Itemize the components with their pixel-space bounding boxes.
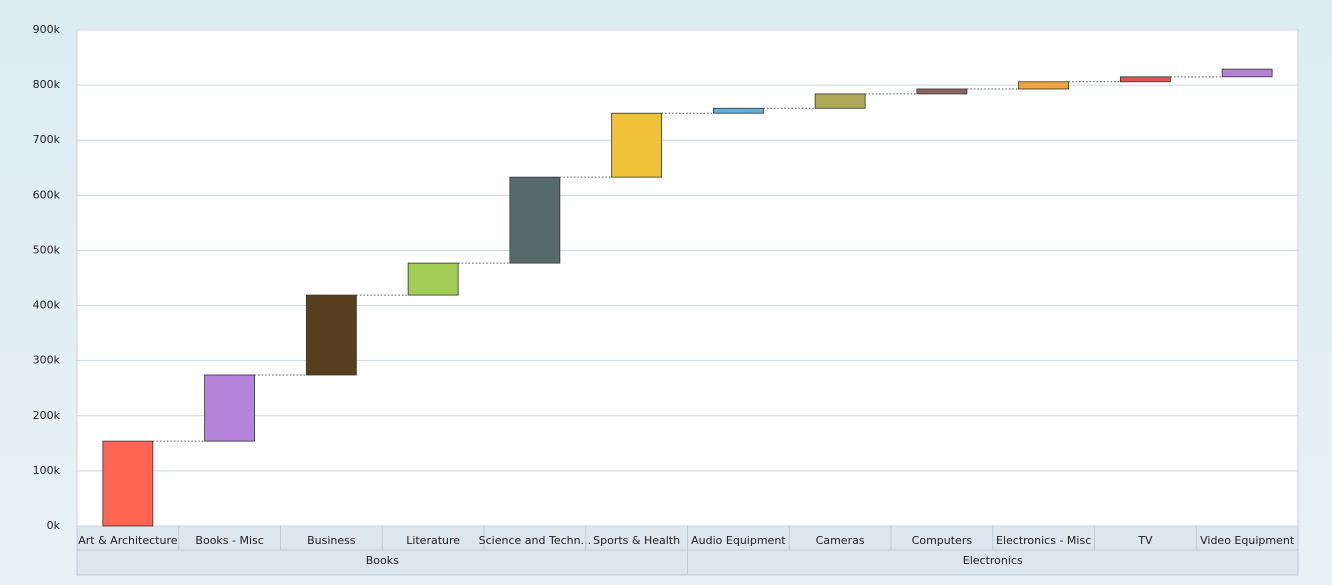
bar bbox=[1018, 81, 1070, 90]
x-tick-label: Cameras bbox=[816, 534, 865, 547]
x-tick-label: Video Equipment bbox=[1200, 534, 1295, 547]
bar bbox=[102, 440, 154, 527]
y-tick-label: 600k bbox=[33, 188, 61, 201]
x-tick-label: Sports & Health bbox=[593, 534, 680, 547]
bar bbox=[611, 112, 663, 178]
x-tick-label: Electronics - Misc bbox=[996, 534, 1091, 547]
y-tick-label: 100k bbox=[33, 464, 61, 477]
bar bbox=[204, 374, 256, 442]
x-tick-label: Business bbox=[307, 534, 356, 547]
x-tick-label: Computers bbox=[912, 534, 973, 547]
group-label: Books bbox=[366, 554, 399, 567]
x-tick-label: TV bbox=[1137, 534, 1153, 547]
x-tick-label: Art & Architecture bbox=[78, 534, 178, 547]
y-tick-label: 900k bbox=[33, 23, 61, 36]
x-tick-label: Audio Equipment bbox=[691, 534, 786, 547]
group-label: Electronics bbox=[963, 554, 1023, 567]
y-tick-label: 0k bbox=[47, 519, 61, 532]
y-tick-label: 800k bbox=[33, 78, 61, 91]
y-tick-label: 500k bbox=[33, 243, 61, 256]
bar bbox=[305, 294, 357, 376]
bar bbox=[1119, 76, 1171, 83]
y-tick-label: 400k bbox=[33, 299, 61, 312]
x-tick-label: Books - Misc bbox=[195, 534, 263, 547]
y-tick-label: 200k bbox=[33, 409, 61, 422]
plot-area bbox=[76, 29, 1299, 527]
y-tick-label: 300k bbox=[33, 354, 61, 367]
x-tick-label: Science and Techn... bbox=[479, 534, 591, 547]
bar bbox=[509, 176, 561, 264]
bar bbox=[407, 262, 459, 296]
y-tick-label: 700k bbox=[33, 133, 61, 146]
bar bbox=[916, 88, 968, 95]
bar bbox=[814, 93, 866, 109]
bar bbox=[712, 107, 764, 114]
x-tick-label: Literature bbox=[406, 534, 460, 547]
bar bbox=[1221, 68, 1273, 78]
